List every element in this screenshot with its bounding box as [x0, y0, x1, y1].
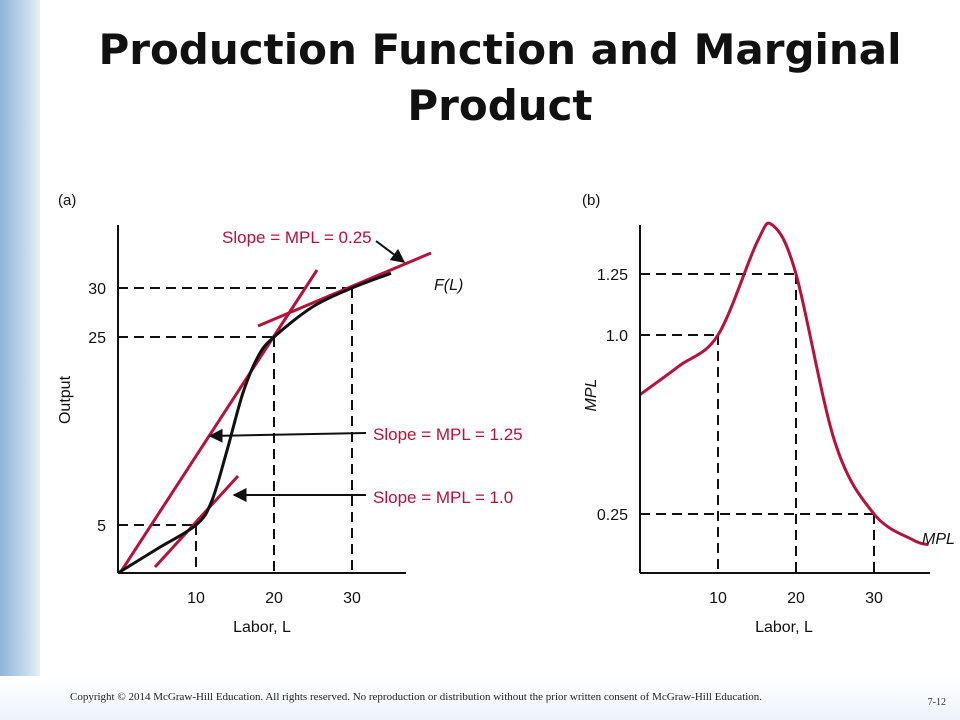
panel-a-xlabel: Labor, L — [233, 619, 291, 636]
y-tick-a-25: 25 — [88, 330, 106, 347]
panel-b: (b) 10 20 30 0.25 1.0 1.25 MPL Labor, L MPL — [582, 192, 955, 636]
bottom-decor-band — [0, 676, 960, 720]
panel-a: (a) 10 20 30 5 25 30 F(L) Labor, L Output Slo… — [57, 192, 523, 636]
y-tick-b-0.25: 0.25 — [597, 507, 628, 524]
annotation-slope-125: Slope = MPL = 1.25 — [373, 425, 523, 444]
x-tick-a-30: 30 — [343, 590, 361, 607]
y-tick-b-1.25: 1.25 — [597, 267, 628, 284]
left-decor-strip — [0, 0, 40, 720]
tangent-line-slope-025 — [257, 251, 432, 328]
x-tick-b-20: 20 — [787, 590, 805, 607]
curve-label-mpl: MPL — [922, 531, 955, 548]
panel-a-label: (a) — [58, 192, 76, 209]
marginal-product-curve — [639, 221, 930, 547]
y-tick-a-5: 5 — [97, 518, 106, 535]
panel-b-tick-labels: 10 20 30 0.25 1.0 1.25 — [597, 267, 883, 607]
panel-a-tick-labels: 10 20 30 5 25 30 — [88, 281, 361, 607]
x-tick-b-10: 10 — [709, 590, 727, 607]
copyright-footer: Copyright © 2014 McGraw-Hill Education. … — [70, 691, 763, 703]
panel-a-tangents — [118, 251, 432, 574]
panel-b-ylabel: MPL — [583, 379, 600, 412]
x-tick-a-20: 20 — [265, 590, 283, 607]
title-line-1: Production Function and Marginal — [98, 25, 902, 74]
annotation-slope-025: Slope = MPL = 0.25 — [222, 228, 372, 247]
x-tick-a-10: 10 — [187, 590, 205, 607]
arrow-slope-025 — [375, 240, 406, 263]
slide-number: 7-12 — [927, 697, 946, 708]
panel-b-label: (b) — [582, 192, 600, 209]
y-tick-a-30: 30 — [88, 281, 106, 298]
panel-a-guides — [118, 287, 353, 573]
production-curve — [117, 271, 392, 575]
arrow-slope-125 — [208, 428, 367, 443]
slide-title: Production Function and Marginal Product — [40, 22, 960, 134]
tangent-line-slope-125 — [118, 269, 319, 574]
panel-b-xlabel: Labor, L — [755, 619, 813, 636]
curve-label-fl: F(L) — [434, 277, 463, 294]
y-tick-b-1.0: 1.0 — [606, 328, 628, 345]
tangent-line-slope-10 — [153, 474, 240, 569]
panel-a-ylabel: Output — [57, 375, 74, 424]
annotation-slope-10: Slope = MPL = 1.0 — [373, 488, 513, 507]
title-line-2: Product — [407, 81, 593, 130]
x-tick-b-30: 30 — [865, 590, 883, 607]
panel-b-guides — [640, 273, 875, 573]
